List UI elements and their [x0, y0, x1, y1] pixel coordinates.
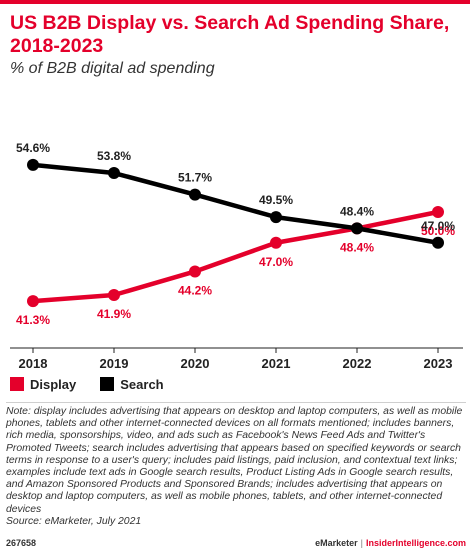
brand-emarketer: eMarketer — [315, 538, 358, 548]
brand-separator: | — [360, 538, 363, 548]
data-label-display: 48.4% — [340, 240, 374, 254]
data-point-display — [27, 295, 39, 308]
x-tick-label: 2022 — [343, 356, 372, 370]
brand-insider-intelligence: InsiderIntelligence.com — [365, 538, 466, 548]
legend-swatch-search — [100, 377, 115, 391]
x-tick-label: 2018 — [19, 356, 48, 370]
data-point-search — [27, 158, 39, 171]
data-point-search — [108, 167, 120, 180]
data-label-display: 41.9% — [97, 307, 131, 321]
chart-title: US B2B Display vs. Search Ad Spending Sh… — [10, 12, 450, 57]
data-point-display — [189, 265, 201, 278]
top-accent-bar — [0, 0, 470, 4]
data-label-search: 54.6% — [16, 141, 50, 155]
series-line-search — [30, 162, 441, 245]
x-tick-label: 2023 — [424, 356, 453, 370]
chart-id: 267658 — [6, 538, 37, 548]
legend-item-display: Display — [10, 377, 76, 392]
chart-legend: Display Search — [10, 376, 188, 392]
chart-subtitle: % of B2B digital ad spending — [10, 60, 215, 77]
data-label-search: 47.0% — [421, 219, 455, 233]
data-label-display: 44.2% — [178, 283, 212, 297]
legend-swatch-display — [10, 377, 24, 391]
note-text: Note: display includes advertising that … — [6, 406, 463, 515]
data-label-display: 41.3% — [16, 313, 50, 327]
data-point-search — [270, 211, 282, 224]
data-point-search — [189, 188, 201, 201]
data-point-display — [432, 206, 444, 218]
data-label-search: 48.4% — [340, 204, 374, 218]
chart-note: Note: display includes advertising that … — [6, 402, 466, 528]
x-tick-label: 2021 — [262, 356, 291, 370]
legend-label-search: Search — [120, 376, 164, 392]
data-label-search: 51.7% — [178, 171, 212, 185]
series-line-display — [30, 209, 441, 304]
line-chart: 2018 2019 2020 2021 2022 2023 41.3% 41.9% 44.2% 4… — [10, 141, 463, 370]
data-label-search: 49.5% — [259, 193, 293, 207]
data-label-display: 47.0% — [259, 255, 293, 269]
data-point-display — [270, 236, 282, 249]
legend-item-search: Search — [100, 376, 164, 392]
x-tick-label: 2020 — [181, 356, 210, 370]
data-point-search — [432, 236, 444, 249]
note-source: Source: eMarketer, July 2021 — [6, 515, 142, 527]
x-tick-label: 2019 — [100, 356, 129, 370]
data-point-search — [351, 222, 363, 235]
legend-label-display: Display — [30, 376, 77, 392]
data-point-display — [108, 289, 120, 302]
data-label-search: 53.8% — [97, 149, 131, 163]
data-label-display: 50.0% — [421, 224, 455, 238]
footer-brand: eMarketer | InsiderIntelligence.com — [315, 538, 466, 548]
